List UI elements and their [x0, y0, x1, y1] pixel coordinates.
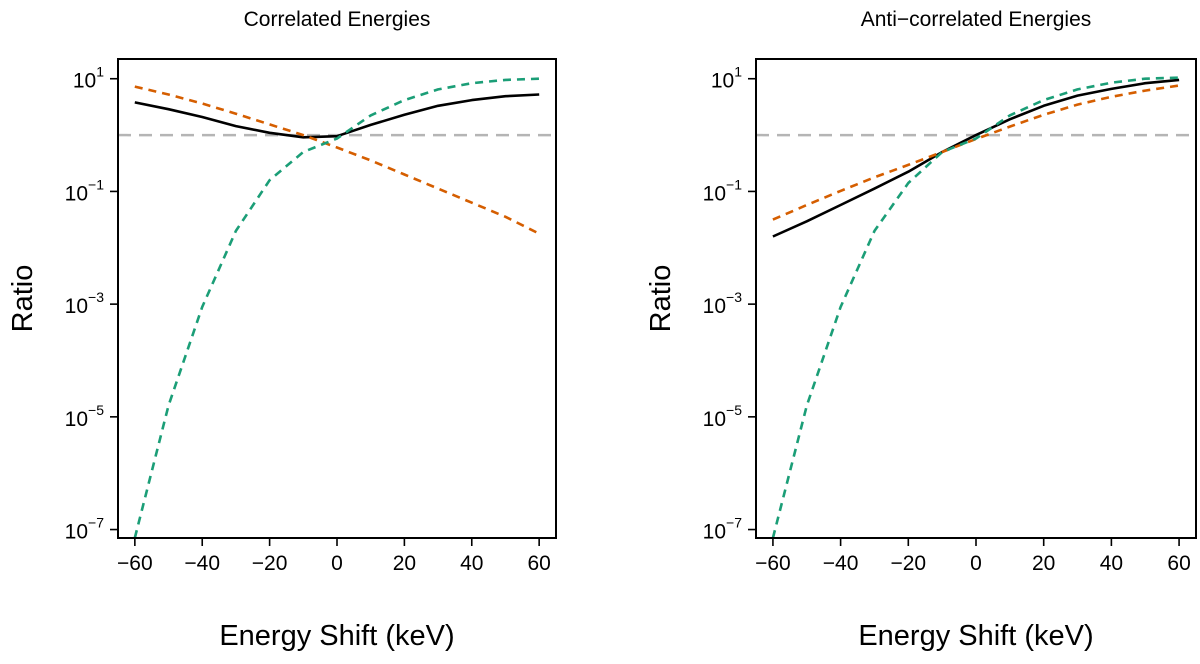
series-component-a-line [772, 84, 1180, 221]
chart-title: Anti−correlated Energies [861, 8, 1092, 31]
x-tick-label: 40 [460, 552, 483, 575]
series-component-a-line [134, 85, 540, 235]
x-tick-label: −60 [117, 552, 153, 575]
x-tick-label: −60 [755, 552, 791, 575]
plot-frame [755, 58, 1197, 539]
x-tick-label: −20 [890, 552, 926, 575]
y-tick-label: 10−3 [65, 289, 105, 318]
series-total-line [772, 78, 1180, 238]
x-tick-label: −40 [823, 552, 859, 575]
x-tick-label: 20 [393, 552, 416, 575]
y-tick-label: 10−3 [703, 289, 743, 318]
x-tick-label: −20 [252, 552, 288, 575]
y-axis-label: Ratio [645, 265, 677, 333]
x-axis-label: Energy Shift (keV) [858, 620, 1093, 652]
x-tick-label: −40 [184, 552, 220, 575]
chart-panel-1: Correlated Energies −60 −40 −20 0 20 40 60 101 10… [7, 8, 557, 652]
y-tick-label: 101 [73, 64, 104, 93]
x-tick-label: 0 [970, 552, 982, 575]
x-tick-label: 0 [331, 552, 343, 575]
y-tick-label: 10−7 [703, 515, 743, 544]
x-axis-label: Energy Shift (keV) [219, 620, 454, 652]
y-tick-label: 10−7 [65, 515, 105, 544]
series-component-b-line [133, 77, 540, 539]
series-component-b-line [771, 76, 1180, 539]
y-tick-label: 10−5 [65, 402, 105, 431]
y-tick-label: 101 [711, 64, 742, 93]
x-tick-label: 20 [1032, 552, 1055, 575]
x-tick-label: 60 [1167, 552, 1190, 575]
chart-panel-2: Anti−correlated Energies −60 −40 −20 0 20 40 60… [645, 8, 1197, 652]
x-tick-label: 40 [1100, 552, 1123, 575]
plot-frame [117, 58, 557, 539]
x-tick-label: 60 [527, 552, 550, 575]
y-tick-label: 10−1 [65, 176, 105, 205]
y-tick-label: 10−1 [703, 176, 743, 205]
series-total-line [134, 93, 540, 139]
chart-title: Correlated Energies [244, 8, 431, 31]
y-tick-label: 10−5 [703, 402, 743, 431]
y-axis-label: Ratio [7, 265, 39, 333]
